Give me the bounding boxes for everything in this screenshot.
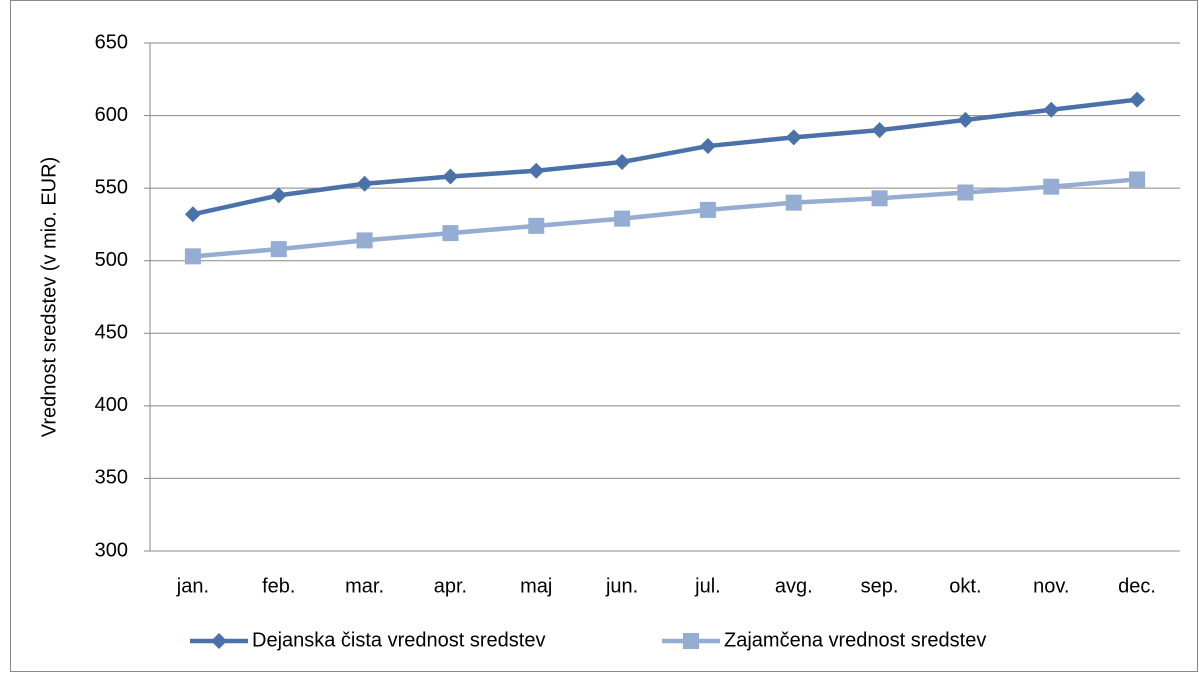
marker [1043, 101, 1060, 118]
marker [442, 168, 459, 185]
marker [957, 111, 974, 128]
x-tick-label: mar. [345, 575, 384, 597]
marker [1129, 171, 1146, 188]
marker [614, 154, 631, 171]
legend-label: Zajamčena vrednost sredstev [724, 629, 986, 651]
x-tick-label: sep. [861, 575, 899, 597]
marker [270, 187, 287, 204]
legend-marker [211, 633, 227, 649]
y-tick-label: 300 [95, 539, 128, 561]
series-line [192, 97, 1138, 217]
x-tick-label: apr. [434, 575, 467, 597]
marker [270, 241, 287, 258]
marker [1129, 91, 1146, 108]
marker [184, 206, 201, 223]
marker [356, 175, 373, 192]
x-tick-label: maj [520, 575, 552, 597]
marker [442, 225, 459, 242]
x-tick-label: jan. [176, 575, 209, 597]
x-tick-label: feb. [262, 575, 295, 597]
x-tick-label: avg. [775, 575, 813, 597]
x-tick-label: jul. [694, 575, 721, 597]
marker [785, 194, 802, 211]
legend-marker [683, 633, 699, 649]
y-axis-label: Vrednost sredstev (v mio. EUR) [38, 157, 60, 437]
y-tick-label: 600 [95, 104, 128, 126]
y-tick-label: 650 [95, 31, 128, 53]
y-tick-label: 350 [95, 467, 128, 489]
y-tick-label: 500 [95, 249, 128, 271]
x-tick-label: nov. [1033, 575, 1069, 597]
x-tick-label: okt. [949, 575, 981, 597]
marker [699, 201, 716, 218]
marker [699, 138, 716, 155]
marker [1043, 178, 1060, 195]
y-tick-label: 400 [95, 394, 128, 416]
x-tick-label: dec. [1118, 575, 1156, 597]
marker [528, 217, 545, 234]
series-line [192, 177, 1138, 259]
marker [528, 162, 545, 179]
marker [614, 210, 631, 227]
y-tick-label: 550 [95, 176, 128, 198]
marker [871, 190, 888, 207]
chart-frame [10, 0, 1198, 672]
marker [356, 232, 373, 249]
marker [871, 122, 888, 139]
marker [184, 248, 201, 265]
legend-label: Dejanska čista vrednost sredstev [252, 629, 545, 651]
marker [957, 184, 974, 201]
marker [785, 129, 802, 146]
y-tick-label: 450 [95, 322, 128, 344]
x-tick-label: jun. [605, 575, 638, 597]
